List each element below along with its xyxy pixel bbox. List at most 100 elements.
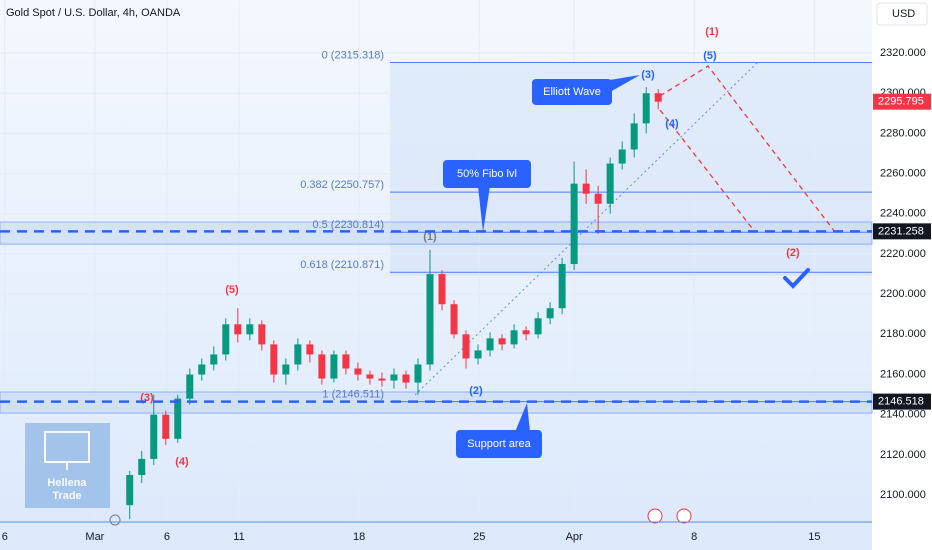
logo-text: Hellena — [47, 477, 87, 489]
x-tick-label: 6 — [164, 531, 170, 543]
wave-labels: (1)(5)(3)(4)(2)(1)(2)(5)(3)(4) — [140, 26, 800, 468]
candle-body — [222, 324, 230, 355]
candle-body — [498, 338, 506, 345]
y-tick-label: 2200.000 — [880, 288, 926, 300]
candle-body — [318, 354, 326, 379]
candle-body — [186, 374, 194, 399]
logo-text: Trade — [52, 490, 81, 502]
callout: Support area — [456, 403, 542, 458]
wave-label: (1) — [705, 26, 719, 38]
currency-button[interactable] — [876, 2, 928, 26]
candle-body — [390, 374, 398, 381]
fib-label: 1 (2146.511) — [322, 389, 384, 401]
price-tag — [873, 223, 931, 240]
candle-body — [594, 193, 602, 204]
y-tick-label: 2180.000 — [880, 328, 926, 340]
fib-label: 0.618 (2210.871) — [300, 259, 384, 271]
y-tick-label: 2160.000 — [880, 368, 926, 380]
candle-body — [378, 378, 386, 381]
x-tick-label: Apr — [566, 531, 583, 543]
y-tick-label: 2280.000 — [880, 127, 926, 139]
candle-body — [246, 324, 254, 335]
candle-body — [606, 163, 614, 204]
wave-label: (4) — [175, 456, 189, 468]
fib-label: 0.5 (2230.814) — [312, 219, 384, 231]
zones — [0, 221, 873, 414]
fib-levels: 0 (2315.318) 0.382 (2250.757) 0.5 (2230.81… — [300, 49, 872, 403]
projection-line — [659, 65, 836, 233]
y-tick-label: 2320.000 — [880, 47, 926, 59]
candle-body — [438, 274, 446, 305]
currency-label: USD — [892, 8, 915, 20]
candle-body — [570, 183, 578, 265]
price-axis-background — [872, 0, 932, 550]
y-tick-label: 2260.000 — [880, 168, 926, 180]
callout: 50% Fibo lvl — [443, 160, 531, 232]
fib-label: 0 (2315.318) — [322, 49, 384, 61]
candle-body — [174, 398, 182, 439]
x-tick-label: 25 — [473, 531, 485, 543]
candle-body — [138, 458, 146, 475]
candle-body — [210, 354, 218, 365]
candle-body — [126, 474, 134, 506]
y-tick-label: 2140.000 — [880, 409, 926, 421]
wave-label: (2) — [469, 385, 483, 397]
candle-body — [582, 183, 590, 194]
candle-body — [150, 414, 158, 459]
price-tags: 2295.795 2231.258 2146.518 — [0, 93, 931, 410]
candle-body — [162, 414, 170, 439]
candle-body — [282, 364, 290, 375]
price-tag — [873, 393, 931, 410]
wave-label: (5) — [703, 50, 717, 62]
candle-body — [450, 304, 458, 335]
candle-body — [270, 344, 278, 375]
marker — [109, 514, 121, 526]
price-tag-label: 2231.258 — [878, 225, 924, 237]
candle-body — [234, 324, 242, 335]
projection-line — [659, 109, 756, 233]
price-tag-label: 2146.518 — [878, 396, 924, 408]
x-tick-label: 18 — [353, 531, 365, 543]
zone — [0, 221, 873, 245]
y-tick-label: 2100.000 — [880, 489, 926, 501]
candle-body — [486, 338, 494, 351]
axes: 2100.000 2120.000 2140.000 2160.000 2180.000… — [2, 47, 926, 543]
logo: Hellena Trade — [25, 423, 110, 508]
candle-body — [510, 330, 518, 345]
wave-label: (1) — [423, 231, 437, 243]
event-icon[interactable] — [676, 508, 692, 524]
candle-body — [366, 374, 374, 379]
candle-body — [402, 374, 410, 383]
candle-body — [534, 318, 542, 335]
candle-body — [414, 364, 422, 383]
candle-body — [330, 354, 338, 379]
wave-label: (2) — [786, 247, 800, 259]
x-tick-label: 15 — [808, 531, 820, 543]
candle-body — [558, 264, 566, 309]
candle-body — [258, 324, 266, 345]
fib-label: 0.382 (2250.757) — [300, 179, 384, 191]
callout: Elliott Wave — [532, 75, 640, 105]
y-tick-label: 2240.000 — [880, 208, 926, 220]
candle-body — [642, 93, 650, 124]
candle-body — [198, 364, 206, 375]
price-tag — [873, 93, 931, 110]
wave-label: (5) — [225, 284, 239, 296]
candle-body — [462, 334, 470, 359]
x-tick-label: 6 — [2, 531, 8, 543]
candle-body — [618, 149, 626, 164]
candles — [126, 87, 662, 520]
event-icon[interactable] — [647, 508, 663, 524]
candle-body — [546, 308, 554, 319]
wave-label: (4) — [665, 118, 679, 130]
callout-text: Support area — [467, 438, 531, 450]
y-tick-label: 2120.000 — [880, 449, 926, 461]
candle-body — [294, 344, 302, 365]
candle-body — [654, 93, 662, 102]
callout-text: 50% Fibo lvl — [457, 168, 517, 180]
check-mark — [783, 268, 810, 289]
candle-body — [354, 368, 362, 375]
candle-body — [426, 274, 434, 365]
wave-label: (3) — [641, 69, 655, 81]
